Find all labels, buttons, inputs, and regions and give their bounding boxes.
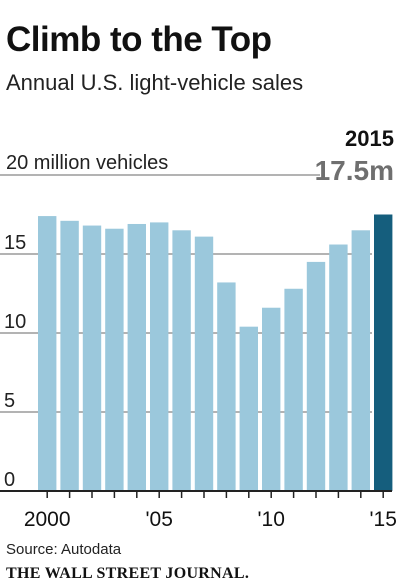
chart-title: Climb to the Top [6,20,272,59]
bar-2003 [105,228,124,491]
y-axis-unit-label: 20 million vehicles [6,152,168,174]
x-tick-label: 2000 [24,508,71,531]
y-tick-label: 5 [4,390,15,412]
bar-2001 [60,220,79,491]
bar-2005 [150,222,169,491]
bar-2012 [306,261,326,491]
bar-2011 [284,288,303,491]
bar-2009 [239,326,258,491]
source-note: Source: Autodata [6,541,122,558]
bar-2000 [38,216,57,491]
bar-2006 [172,230,191,492]
bar-2015 [374,214,393,491]
x-tick-label: '10 [258,508,285,531]
bar-2013 [329,244,348,491]
bar-chart: 20 million vehicles 0 5 10 15 2000 '05 '10 '15 20… [0,126,397,531]
x-tick-label: '05 [146,508,173,531]
bar-2010 [262,307,281,491]
x-tick-label: '15 [370,508,397,531]
publisher-masthead: THE WALL STREET JOURNAL. [6,565,250,582]
bar-2007 [194,236,214,491]
bar-2014 [351,230,370,492]
y-tick-label: 10 [4,311,26,333]
bar-2002 [82,225,102,491]
y-tick-label: 15 [4,232,26,254]
bar-2004 [127,223,146,492]
bar-2008 [217,282,236,491]
highlight-value-label: 17.5m [315,155,394,186]
y-tick-label: 0 [4,469,15,491]
chart-subtitle: Annual U.S. light-vehicle sales [6,70,304,95]
highlight-year-label: 2015 [345,126,394,151]
